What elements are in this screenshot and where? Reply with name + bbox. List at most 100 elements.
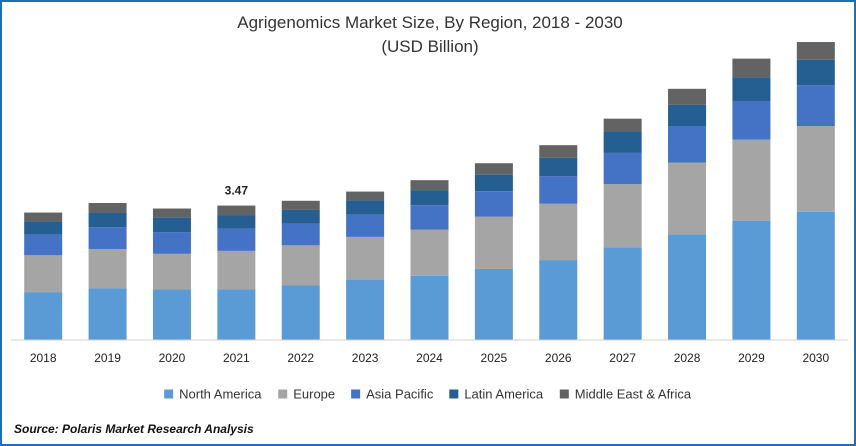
bar-segment-2024-1: [410, 229, 449, 276]
bar-segment-2020-3: [152, 217, 191, 233]
x-tick-label: 2021: [223, 351, 250, 365]
bar-segment-2026-4: [539, 145, 578, 158]
legend-swatch: [164, 389, 174, 399]
bar-segment-2024-4: [410, 180, 449, 191]
bar-segment-2025-0: [474, 268, 513, 340]
legend-label: Asia Pacific: [366, 387, 434, 402]
bar-segment-2029-4: [732, 58, 771, 78]
bar-segment-2028-2: [668, 126, 707, 163]
chart-title: Agrigenomics Market Size, By Region, 201…: [237, 13, 623, 32]
bar-segment-2029-3: [732, 77, 771, 101]
bar-segment-2021-1: [217, 250, 256, 290]
bar-segment-2026-0: [539, 260, 578, 340]
bar-segment-2019-0: [88, 288, 127, 340]
bar-segment-2018-0: [24, 292, 63, 340]
legend-item: Asia Pacific: [351, 387, 434, 402]
bar-segment-2018-2: [24, 234, 63, 256]
legend-label: Europe: [293, 387, 335, 402]
bar-segment-2018-1: [24, 255, 63, 293]
bar-segment-2019-3: [88, 212, 127, 228]
bar-segment-2023-3: [346, 200, 385, 215]
bar-segment-2020-0: [152, 289, 191, 340]
data-label: 3.47: [225, 184, 249, 198]
bar-segment-2025-2: [474, 191, 513, 217]
x-tick-label: 2020: [159, 351, 186, 365]
bar-segment-2020-1: [152, 253, 191, 290]
bar-segment-2029-0: [732, 220, 771, 340]
bar-segment-2021-3: [217, 215, 256, 229]
bar-segment-2030-4: [796, 42, 835, 60]
x-tick-label: 2023: [352, 351, 379, 365]
x-tick-label: 2018: [30, 351, 57, 365]
legend-item: Middle East & Africa: [559, 387, 692, 402]
bar-segment-2023-4: [346, 191, 385, 201]
bar-segment-2022-2: [281, 223, 320, 246]
bar-segment-2022-0: [281, 285, 320, 340]
x-tick-label: 2027: [609, 351, 636, 365]
chart-subtitle: (USD Billion): [381, 37, 478, 56]
bar-segment-2029-2: [732, 100, 771, 140]
bar-segment-2028-4: [668, 88, 707, 105]
bar-segment-2027-3: [603, 131, 642, 153]
source-note: Source: Polaris Market Research Analysis: [14, 422, 254, 436]
bar-segment-2023-0: [346, 279, 385, 340]
x-tick-label: 2028: [674, 351, 701, 365]
legend-item: Europe: [278, 387, 335, 402]
bar-segment-2023-2: [346, 214, 385, 237]
bar-segment-2020-4: [152, 208, 191, 218]
bar-segment-2024-0: [410, 275, 449, 340]
x-tick-label: 2019: [94, 351, 121, 365]
x-tick-label: 2026: [545, 351, 572, 365]
x-tick-label: 2030: [802, 351, 829, 365]
legend-swatch: [559, 389, 569, 399]
legend: North America Europe Asia Pacific Latin Ame…: [164, 387, 692, 402]
bar-segment-2021-0: [217, 289, 256, 340]
bar-segment-2029-1: [732, 139, 771, 221]
bar-segment-2030-2: [796, 85, 835, 127]
bar-stacks: 3.47: [24, 42, 835, 340]
legend-label: North America: [179, 387, 262, 402]
bar-segment-2027-0: [603, 247, 642, 340]
bar-segment-2027-4: [603, 118, 642, 132]
bar-segment-2026-3: [539, 157, 578, 177]
bar-segment-2019-2: [88, 227, 127, 250]
bar-segment-2024-3: [410, 190, 449, 206]
x-tick-label: 2022: [287, 351, 314, 365]
bar-segment-2019-4: [88, 203, 127, 213]
bar-segment-2022-1: [281, 245, 320, 286]
bar-segment-2018-4: [24, 212, 63, 222]
bar-segment-2019-1: [88, 249, 127, 289]
legend-item: Latin America: [449, 387, 544, 402]
bar-segment-2025-4: [474, 163, 513, 175]
legend-swatch: [351, 389, 361, 399]
bar-segment-2024-2: [410, 205, 449, 230]
bar-segment-2018-3: [24, 221, 63, 235]
bar-segment-2025-3: [474, 174, 513, 192]
bar-segment-2021-2: [217, 228, 256, 251]
legend-swatch: [449, 389, 459, 399]
bar-segment-2026-2: [539, 176, 578, 204]
bar-segment-2030-0: [796, 211, 835, 340]
bar-segment-2022-4: [281, 200, 320, 210]
bar-segment-2030-3: [796, 59, 835, 86]
bar-segment-2028-3: [668, 104, 707, 127]
legend-label: Middle East & Africa: [575, 387, 692, 402]
bar-segment-2023-1: [346, 236, 385, 280]
bar-segment-2022-3: [281, 209, 320, 224]
x-tick-labels: 2018 2019 2020 2021 2022 2023 2024 2025 2026 2027…: [30, 351, 830, 365]
bar-segment-2020-2: [152, 232, 191, 254]
bar-segment-2026-1: [539, 203, 578, 261]
legend-swatch: [278, 389, 288, 399]
x-tick-label: 2024: [416, 351, 443, 365]
legend-label: Latin America: [464, 387, 544, 402]
bar-segment-2030-1: [796, 126, 835, 212]
bar-segment-2027-2: [603, 152, 642, 185]
bar-segment-2025-1: [474, 216, 513, 269]
bar-segment-2027-1: [603, 184, 642, 248]
legend-item: North America: [164, 387, 262, 402]
bar-segment-2028-0: [668, 234, 707, 340]
x-tick-label: 2025: [481, 351, 508, 365]
bar-segment-2028-1: [668, 162, 707, 235]
